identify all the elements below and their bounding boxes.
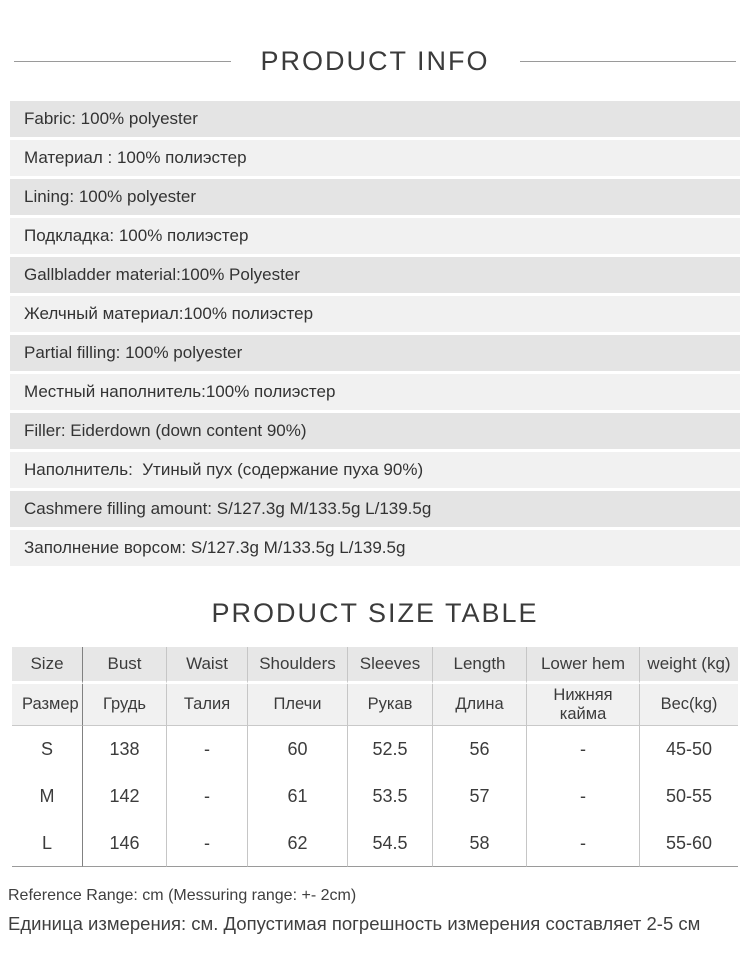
measurement-notes: Reference Range: cm (Messuring range: +-… (8, 887, 742, 935)
col-header-sleeves: Sleeves (348, 647, 433, 684)
info-row-gallbladder-en: Gallbladder material:100% Polyester (10, 257, 740, 293)
col-header-bust: Bust (83, 647, 167, 684)
size-row-l: L 146 - 62 54.5 58 - 55-60 (12, 820, 738, 867)
reference-note-ru: Единица измерения: см. Допустимая погреш… (8, 913, 701, 934)
info-row-fabric-ru: Материал : 100% полиэстер (10, 140, 740, 176)
col-header-length-ru: Длина (433, 684, 527, 726)
info-row-filling-amount-en: Cashmere filling amount: S/127.3g M/133.… (10, 491, 740, 527)
col-header-lower-hem: Lower hem (527, 647, 640, 684)
cell-size: M (12, 773, 83, 820)
cell-length: 56 (433, 726, 527, 773)
info-row-filler-ru: Наполнитель: Утиный пух (содержание пуха… (10, 452, 740, 488)
col-header-bust-ru: Грудь (83, 684, 167, 726)
cell-weight: 45-50 (640, 726, 738, 773)
col-header-weight-ru: Вес(kg) (640, 684, 738, 726)
col-header-shoulders: Shoulders (248, 647, 348, 684)
cell-shoulders: 61 (248, 773, 348, 820)
cell-sleeves: 54.5 (348, 820, 433, 867)
info-row-partial-filling-ru: Местный наполнитель:100% полиэстер (10, 374, 740, 410)
size-row-m: M 142 - 61 53.5 57 - 50-55 (12, 773, 738, 820)
size-row-s: S 138 - 60 52.5 56 - 45-50 (12, 726, 738, 773)
cell-lower-hem: - (527, 773, 640, 820)
product-info-list: Fabric: 100% polyester Материал : 100% п… (10, 101, 740, 566)
info-row-partial-filling-en: Partial filling: 100% polyester (10, 335, 740, 371)
reference-note-en: Reference Range: cm (Messuring range: +-… (8, 887, 357, 904)
cell-size: L (12, 820, 83, 867)
title-divider-left (14, 61, 231, 62)
size-table-header: PRODUCT SIZE TABLE (0, 598, 750, 629)
cell-sleeves: 53.5 (348, 773, 433, 820)
cell-length: 58 (433, 820, 527, 867)
col-header-shoulders-ru: Плечи (248, 684, 348, 726)
product-info-header: PRODUCT INFO (0, 0, 750, 77)
product-info-title: PRODUCT INFO (260, 46, 490, 76)
size-table-header-row-en: Size Bust Waist Shoulders Sleeves Length… (12, 647, 738, 684)
col-header-waist: Waist (167, 647, 248, 684)
col-header-weight: weight (kg) (640, 647, 738, 684)
col-header-length: Length (433, 647, 527, 684)
cell-bust: 138 (83, 726, 167, 773)
info-row-lining-ru: Подкладка: 100% полиэстер (10, 218, 740, 254)
col-header-size-ru: Размер (12, 684, 83, 726)
info-row-gallbladder-ru: Желчный материал:100% полиэстер (10, 296, 740, 332)
title-divider-right (519, 61, 737, 62)
cell-bust: 142 (83, 773, 167, 820)
cell-bust: 146 (83, 820, 167, 867)
size-table: Size Bust Waist Shoulders Sleeves Length… (12, 647, 738, 867)
info-row-filler-en: Filler: Eiderdown (down content 90%) (10, 413, 740, 449)
cell-size: S (12, 726, 83, 773)
cell-sleeves: 52.5 (348, 726, 433, 773)
cell-shoulders: 60 (248, 726, 348, 773)
cell-waist: - (167, 773, 248, 820)
info-row-lining-en: Lining: 100% polyester (10, 179, 740, 215)
size-table-container: Size Bust Waist Shoulders Sleeves Length… (12, 647, 738, 867)
cell-length: 57 (433, 773, 527, 820)
col-header-size: Size (12, 647, 83, 684)
col-header-waist-ru: Талия (167, 684, 248, 726)
cell-weight: 50-55 (640, 773, 738, 820)
cell-shoulders: 62 (248, 820, 348, 867)
size-table-header-row-ru: Размер Грудь Талия Плечи Рукав Длина Ниж… (12, 684, 738, 726)
col-header-lower-hem-ru: Нижняя кайма (527, 684, 640, 726)
cell-weight: 55-60 (640, 820, 738, 867)
info-row-fabric-en: Fabric: 100% polyester (10, 101, 740, 137)
info-row-filling-amount-ru: Заполнение ворсом: S/127.3g M/133.5g L/1… (10, 530, 740, 566)
cell-lower-hem: - (527, 820, 640, 867)
col-header-sleeves-ru: Рукав (348, 684, 433, 726)
cell-waist: - (167, 726, 248, 773)
cell-lower-hem: - (527, 726, 640, 773)
size-table-title: PRODUCT SIZE TABLE (211, 598, 539, 628)
cell-waist: - (167, 820, 248, 867)
